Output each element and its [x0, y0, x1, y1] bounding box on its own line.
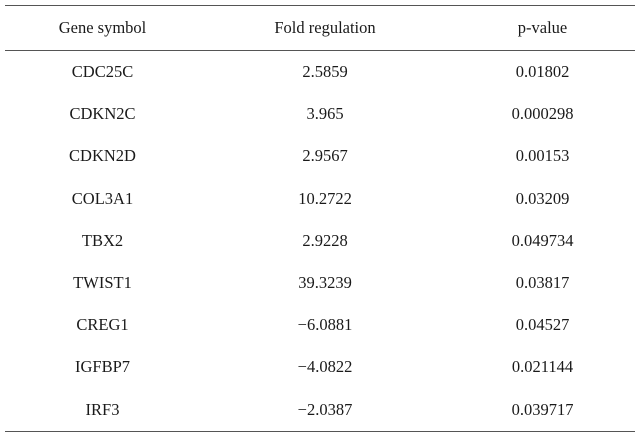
table-row: IGFBP7 −4.0822 0.021144 [5, 346, 635, 388]
header-gene-symbol: Gene symbol [58, 18, 147, 37]
cell-fold-regulation: 2.9228 [302, 230, 348, 250]
table-row: CDC25C 2.5859 0.01802 [5, 51, 635, 94]
table-row: IRF3 −2.0387 0.039717 [5, 389, 635, 432]
cell-gene-symbol: CDC25C [71, 62, 134, 82]
cell-fold-regulation: −4.0822 [297, 357, 353, 377]
cell-p-value: 0.01802 [515, 62, 570, 82]
cell-p-value: 0.00153 [515, 146, 570, 166]
cell-p-value: 0.039717 [511, 399, 574, 419]
cell-p-value: 0.03817 [515, 273, 570, 293]
table-body: CDC25C 2.5859 0.01802 CDKN2C 3.965 0.000… [5, 51, 635, 432]
table-row: TWIST1 39.3239 0.03817 [5, 262, 635, 304]
cell-fold-regulation: 3.965 [306, 104, 344, 124]
cell-fold-regulation: −2.0387 [297, 399, 353, 419]
cell-gene-symbol: IGFBP7 [74, 357, 131, 377]
header-p-value: p-value [517, 18, 568, 37]
cell-fold-regulation: −6.0881 [297, 315, 353, 335]
table-row: CREG1 −6.0881 0.04527 [5, 304, 635, 346]
table-row: COL3A1 10.2722 0.03209 [5, 178, 635, 220]
cell-gene-symbol: CDKN2C [69, 104, 136, 124]
header-fold-regulation: Fold regulation [274, 18, 376, 37]
cell-fold-regulation: 2.9567 [302, 146, 348, 166]
cell-fold-regulation: 39.3239 [298, 273, 352, 293]
table-row: CDKN2D 2.9567 0.00153 [5, 135, 635, 177]
table-header: Gene symbol Fold regulation p-value [5, 5, 635, 51]
gene-regulation-table: Gene symbol Fold regulation p-value CDC2… [5, 5, 635, 432]
cell-p-value: 0.021144 [511, 357, 574, 377]
cell-gene-symbol: TBX2 [81, 230, 124, 250]
cell-gene-symbol: CDKN2D [69, 146, 136, 166]
cell-p-value: 0.03209 [515, 188, 570, 208]
cell-fold-regulation: 2.5859 [302, 62, 348, 82]
cell-gene-symbol: TWIST1 [73, 273, 132, 293]
cell-gene-symbol: COL3A1 [71, 188, 134, 208]
table-row: CDKN2C 3.965 0.000298 [5, 93, 635, 135]
cell-fold-regulation: 10.2722 [298, 188, 352, 208]
cell-p-value: 0.04527 [515, 315, 570, 335]
gene-table-container: Gene symbol Fold regulation p-value CDC2… [5, 5, 635, 433]
cell-gene-symbol: IRF3 [85, 399, 120, 419]
cell-p-value: 0.000298 [511, 104, 574, 124]
cell-gene-symbol: CREG1 [76, 315, 129, 335]
table-row: TBX2 2.9228 0.049734 [5, 220, 635, 262]
header-row: Gene symbol Fold regulation p-value [5, 5, 635, 51]
cell-p-value: 0.049734 [511, 230, 574, 250]
